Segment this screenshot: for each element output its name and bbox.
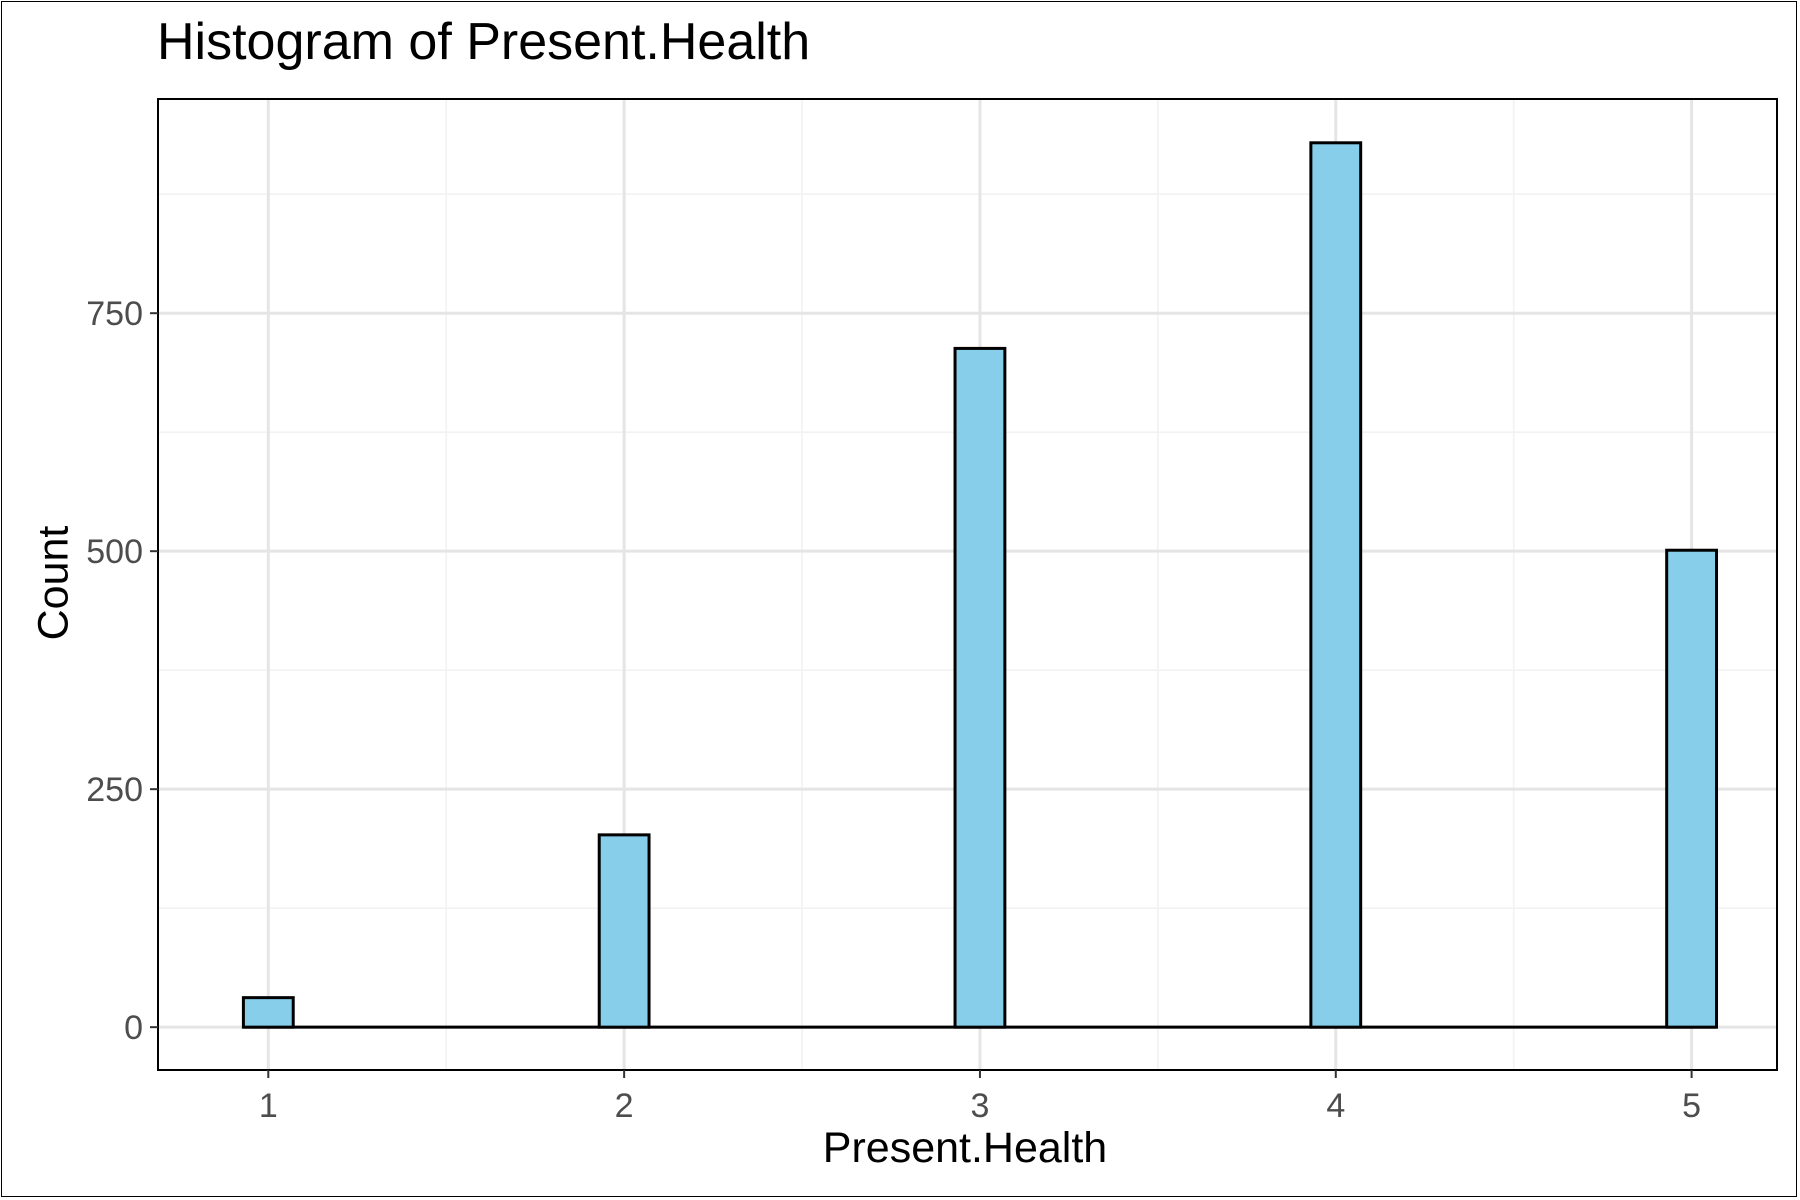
x-tick-label: 5	[1682, 1087, 1701, 1125]
tick-layer: 1 2 3 4 5 0 250 500 750	[86, 295, 1701, 1125]
x-tick-label: 3	[970, 1087, 989, 1125]
x-tick-label: 1	[259, 1087, 278, 1125]
histogram-bar	[597, 833, 651, 1029]
bar-layer	[241, 141, 1719, 1029]
y-axis-title: Count	[29, 525, 78, 641]
y-tick-label: 500	[86, 533, 143, 571]
y-tick-label: 750	[86, 295, 143, 333]
y-tick-label: 0	[124, 1009, 143, 1047]
histogram-bar	[1665, 548, 1719, 1029]
panel-layer	[157, 98, 1778, 1071]
histogram-bar	[241, 996, 295, 1029]
y-tick-label: 250	[86, 771, 143, 809]
chart-title: Histogram of Present.Health	[157, 13, 811, 71]
histogram-bar	[1309, 141, 1363, 1029]
histogram-bar	[953, 346, 1007, 1029]
panel-border	[157, 98, 1778, 1071]
x-axis-title: Present.Health	[822, 1124, 1108, 1172]
x-tick-label: 4	[1326, 1087, 1345, 1125]
x-tick-label: 2	[615, 1087, 634, 1125]
